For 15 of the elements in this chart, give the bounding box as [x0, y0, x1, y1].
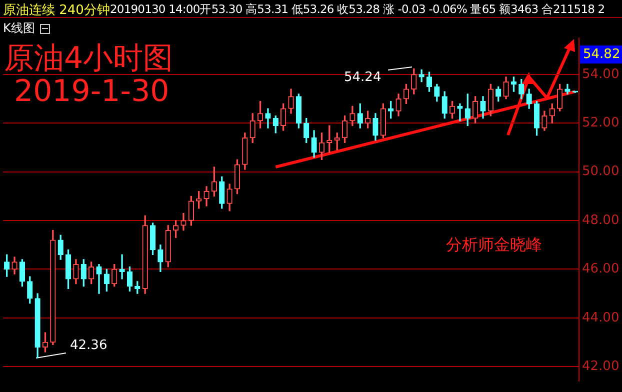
annotation: 54.82	[583, 46, 620, 62]
candlestick	[457, 103, 463, 122]
annotation: 42.36	[70, 338, 108, 353]
candlestick	[119, 254, 125, 280]
y-tick-label: 46.00	[582, 262, 620, 277]
chart-subtitle: 20190130 14:00开53.30 高53.31 低53.26 收53.28 涨 -0.03 -0.06% 量65 额3463 合211518 2	[110, 2, 605, 17]
text: K线图	[3, 20, 36, 37]
y-tick-label: 52.00	[582, 116, 620, 131]
annotation: 分析师金晓峰	[446, 235, 542, 256]
y-tick-label: 42.00	[582, 358, 620, 374]
y-tick-label: 48.00	[582, 212, 620, 228]
y-tick-label: 44.00	[582, 310, 620, 326]
y-tick-label: 50.00	[582, 164, 620, 180]
chart-title: 原油连续 240分钟	[3, 2, 110, 19]
y-tick-label: 54.00	[582, 66, 620, 82]
